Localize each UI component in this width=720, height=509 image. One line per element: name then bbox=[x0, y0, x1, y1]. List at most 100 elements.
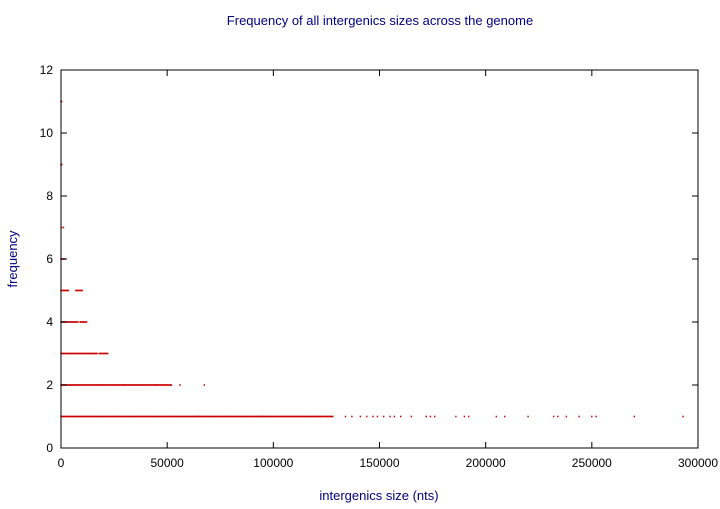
data-point bbox=[126, 384, 128, 386]
data-point bbox=[68, 415, 70, 418]
x-tick-label: 0 bbox=[58, 456, 65, 470]
data-point bbox=[224, 415, 226, 418]
data-point bbox=[188, 415, 191, 418]
data-point bbox=[60, 100, 63, 103]
data-point bbox=[82, 384, 84, 386]
data-point bbox=[215, 415, 218, 418]
data-point bbox=[79, 384, 81, 386]
data-point bbox=[70, 415, 72, 418]
data-point bbox=[204, 415, 206, 418]
data-point bbox=[143, 384, 146, 386]
data-point bbox=[99, 384, 102, 386]
data-point bbox=[73, 415, 76, 418]
data-point bbox=[164, 384, 167, 386]
data-point bbox=[127, 415, 130, 418]
data-point bbox=[236, 415, 239, 418]
data-point bbox=[63, 415, 65, 418]
data-point bbox=[88, 352, 90, 355]
data-point bbox=[295, 415, 297, 418]
data-point bbox=[100, 415, 103, 418]
y-tick-label: 4 bbox=[46, 315, 53, 329]
data-point bbox=[70, 384, 72, 386]
data-point bbox=[329, 415, 331, 418]
data-point bbox=[218, 415, 220, 418]
data-point bbox=[110, 415, 112, 418]
data-point bbox=[112, 415, 114, 418]
data-point bbox=[211, 415, 214, 418]
data-point bbox=[150, 384, 153, 386]
data-point bbox=[264, 415, 267, 418]
data-point bbox=[174, 415, 176, 418]
data-point bbox=[331, 415, 333, 418]
data-point bbox=[163, 384, 166, 386]
data-point bbox=[83, 321, 86, 323]
data-point bbox=[70, 321, 72, 323]
data-point bbox=[156, 384, 159, 386]
data-point bbox=[67, 321, 69, 323]
data-point bbox=[194, 415, 196, 418]
data-point bbox=[71, 415, 74, 418]
data-point bbox=[121, 384, 123, 386]
data-point bbox=[284, 415, 286, 418]
plot-frame bbox=[60, 69, 699, 449]
data-point bbox=[78, 352, 81, 355]
data-point bbox=[161, 415, 163, 418]
data-point bbox=[274, 415, 277, 418]
data-point bbox=[94, 352, 96, 355]
data-point bbox=[143, 415, 145, 418]
data-point bbox=[83, 352, 86, 355]
data-point bbox=[260, 415, 262, 418]
data-point bbox=[172, 415, 174, 418]
data-point bbox=[318, 415, 320, 418]
data-point bbox=[74, 352, 76, 355]
data-point bbox=[77, 415, 80, 418]
data-point bbox=[278, 415, 280, 418]
data-point bbox=[185, 415, 188, 418]
data-point bbox=[134, 384, 136, 386]
data-point bbox=[120, 415, 122, 418]
data-point bbox=[61, 352, 63, 355]
data-point bbox=[236, 415, 238, 418]
data-point bbox=[108, 384, 110, 386]
data-point bbox=[351, 415, 353, 418]
data-point bbox=[116, 384, 118, 386]
data-point bbox=[129, 384, 131, 386]
data-point bbox=[317, 415, 319, 418]
data-point bbox=[463, 415, 466, 418]
data-point bbox=[78, 384, 80, 386]
data-point bbox=[312, 415, 314, 418]
data-point bbox=[85, 352, 88, 355]
data-point bbox=[210, 415, 213, 418]
data-point bbox=[104, 415, 107, 418]
data-point bbox=[79, 321, 81, 323]
data-point bbox=[304, 415, 307, 418]
data-point bbox=[125, 415, 127, 418]
data-point bbox=[203, 384, 205, 386]
data-point bbox=[72, 352, 74, 355]
data-point bbox=[62, 226, 65, 229]
data-point bbox=[64, 352, 66, 355]
data-point bbox=[179, 415, 181, 418]
data-point bbox=[157, 384, 160, 386]
data-point bbox=[220, 415, 222, 418]
data-point bbox=[96, 352, 98, 355]
data-point bbox=[151, 384, 154, 386]
data-point bbox=[64, 415, 66, 418]
data-point bbox=[128, 384, 130, 386]
data-point bbox=[141, 415, 143, 418]
data-point bbox=[66, 415, 68, 418]
data-point bbox=[63, 352, 65, 355]
data-point bbox=[197, 415, 199, 418]
data-point bbox=[135, 384, 138, 386]
data-point bbox=[61, 289, 63, 292]
data-point bbox=[307, 415, 310, 418]
x-tick-label: 200000 bbox=[466, 456, 506, 470]
data-point bbox=[153, 384, 156, 386]
data-point bbox=[131, 384, 133, 386]
data-point bbox=[132, 384, 134, 386]
data-point bbox=[252, 415, 254, 418]
data-point bbox=[148, 415, 150, 418]
data-point bbox=[241, 415, 244, 418]
data-point bbox=[287, 415, 289, 418]
